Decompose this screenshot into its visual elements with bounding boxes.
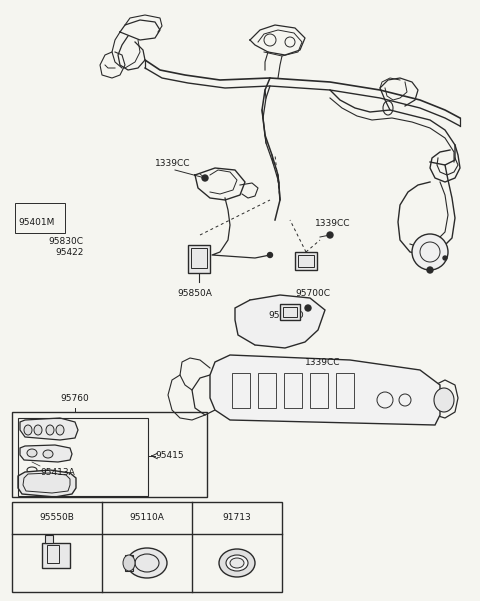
Bar bbox=[258, 373, 276, 408]
Ellipse shape bbox=[226, 555, 248, 571]
Circle shape bbox=[202, 175, 208, 181]
Text: 1339CC: 1339CC bbox=[315, 219, 350, 228]
Bar bbox=[191, 248, 207, 268]
Text: 95830C: 95830C bbox=[48, 237, 83, 246]
Text: 95401M: 95401M bbox=[18, 218, 54, 227]
Bar bbox=[45, 535, 53, 543]
Text: 95550B: 95550B bbox=[39, 513, 74, 522]
Bar bbox=[310, 373, 328, 408]
Circle shape bbox=[305, 305, 311, 311]
Ellipse shape bbox=[123, 555, 135, 571]
Ellipse shape bbox=[43, 450, 53, 458]
Text: 95850A: 95850A bbox=[178, 289, 213, 298]
Ellipse shape bbox=[127, 548, 167, 578]
Ellipse shape bbox=[412, 234, 448, 270]
Bar bbox=[15, 203, 65, 233]
Bar bbox=[12, 502, 282, 592]
Ellipse shape bbox=[230, 558, 244, 568]
Polygon shape bbox=[20, 445, 72, 462]
Bar bbox=[295, 252, 317, 270]
Bar bbox=[280, 304, 300, 320]
Circle shape bbox=[267, 252, 273, 257]
Text: 95760: 95760 bbox=[60, 394, 89, 403]
Ellipse shape bbox=[34, 425, 42, 435]
Bar bbox=[125, 555, 133, 571]
Circle shape bbox=[427, 267, 433, 273]
Polygon shape bbox=[18, 470, 76, 497]
Text: 95415: 95415 bbox=[155, 451, 184, 460]
Bar bbox=[284, 373, 302, 408]
Text: 95700C: 95700C bbox=[295, 289, 330, 298]
Bar bbox=[283, 307, 297, 317]
Bar bbox=[47, 545, 59, 563]
Text: 1339CC: 1339CC bbox=[155, 159, 191, 168]
Text: 95422: 95422 bbox=[55, 248, 84, 257]
Polygon shape bbox=[210, 355, 440, 425]
Polygon shape bbox=[235, 295, 325, 348]
Ellipse shape bbox=[27, 449, 37, 457]
Text: 5h: 5h bbox=[300, 258, 307, 263]
Bar bbox=[42, 543, 70, 568]
Circle shape bbox=[443, 256, 447, 260]
Text: 1339CC: 1339CC bbox=[305, 358, 340, 367]
Circle shape bbox=[327, 232, 333, 238]
Bar bbox=[336, 373, 354, 408]
Bar bbox=[18, 418, 148, 496]
Ellipse shape bbox=[219, 549, 255, 577]
Text: 95110A: 95110A bbox=[130, 513, 165, 522]
Text: 95413A: 95413A bbox=[40, 468, 75, 477]
Ellipse shape bbox=[434, 388, 454, 412]
Ellipse shape bbox=[46, 425, 54, 435]
Text: 91713: 91713 bbox=[223, 513, 252, 522]
Polygon shape bbox=[20, 418, 78, 440]
Bar bbox=[298, 255, 314, 267]
Text: 95700D: 95700D bbox=[268, 311, 304, 320]
Bar bbox=[232, 373, 250, 408]
Ellipse shape bbox=[56, 425, 64, 435]
Bar bbox=[188, 245, 210, 273]
Bar bbox=[12, 412, 207, 497]
Ellipse shape bbox=[24, 425, 32, 435]
